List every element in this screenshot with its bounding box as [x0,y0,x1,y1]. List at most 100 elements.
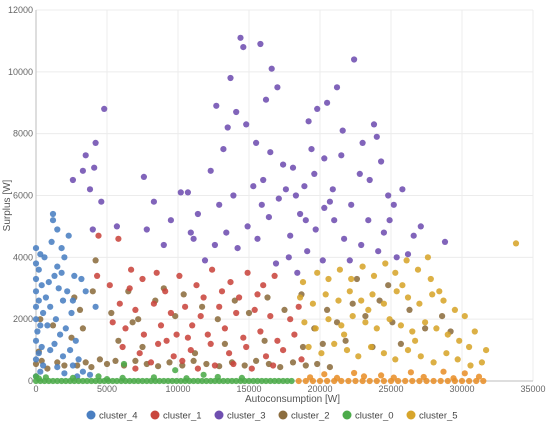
data-point [402,377,409,385]
data-point [203,360,210,368]
data-point [390,374,397,381]
data-point [267,377,274,385]
data-point [38,282,45,289]
data-point [250,183,257,190]
legend-label: cluster_1 [163,411,202,422]
data-point [461,370,468,377]
data-point [386,316,393,323]
data-point [40,309,47,317]
data-point [272,260,280,267]
data-point [319,257,326,264]
data-point [326,364,333,371]
data-point [288,377,295,385]
data-point [301,319,308,326]
data-point [307,374,314,381]
data-point [345,377,352,385]
data-point [88,364,95,371]
data-point [207,167,214,174]
data-point [230,192,237,199]
data-point [183,375,190,382]
data-point [346,257,353,264]
data-point [258,201,265,208]
data-point [368,343,375,351]
data-point [324,306,331,313]
data-point [139,377,146,385]
data-point [333,319,341,326]
data-point [150,374,157,381]
data-point [316,377,324,385]
data-point [231,297,238,304]
data-point [274,84,281,91]
data-point [61,370,68,377]
data-point [294,269,301,276]
data-point [49,377,57,385]
data-point [390,201,397,208]
data-point [244,223,251,230]
data-point [120,360,128,368]
data-point [348,275,355,283]
data-point [314,269,321,276]
data-point [76,306,84,313]
x-tick-label: 20000 [307,384,332,394]
data-point [341,235,348,242]
data-point [74,362,81,369]
data-point [167,217,174,224]
data-point [112,357,119,364]
data-point [422,325,429,332]
data-point [451,306,458,313]
data-point [132,357,139,364]
data-point [456,337,463,344]
data-point [336,266,343,273]
data-point [281,306,288,313]
data-point [67,347,74,354]
legend-marker [406,410,416,420]
data-point [311,170,318,177]
data-point [82,288,89,295]
data-point [45,279,52,286]
data-point [194,365,201,372]
y-tick-label: 0 [28,376,33,386]
data-point [308,146,315,153]
data-point [430,377,437,385]
data-point [412,337,419,344]
data-point [360,373,368,380]
data-point [422,319,429,326]
data-point [466,343,473,351]
data-point [177,189,184,196]
data-point [122,325,129,332]
data-point [61,254,68,261]
data-point [370,121,378,128]
data-point [362,319,369,326]
data-point [436,288,443,295]
data-point [75,356,82,363]
data-point [119,374,126,381]
data-point [365,306,372,313]
data-point [166,359,173,366]
data-point [147,359,155,366]
data-point [369,291,376,298]
data-point [176,272,183,279]
data-point [386,217,393,224]
x-tick-label: 5000 [97,384,117,394]
y-tick-label: 2000 [13,314,33,324]
data-point [287,316,294,323]
data-point [409,377,416,385]
data-point [304,248,311,255]
data-point [373,133,380,140]
data-point [95,232,102,239]
data-point [406,306,413,313]
data-point [103,376,111,383]
data-point [35,350,42,357]
data-point [478,359,485,366]
data-point [251,306,258,313]
data-point [227,279,234,286]
data-point [209,266,216,273]
x-tick-label: 10000 [165,384,190,394]
data-point [351,369,358,377]
data-point [331,340,338,347]
data-point [113,223,120,230]
data-point [268,65,275,72]
legend-marker [214,410,224,420]
data-point [79,325,86,332]
